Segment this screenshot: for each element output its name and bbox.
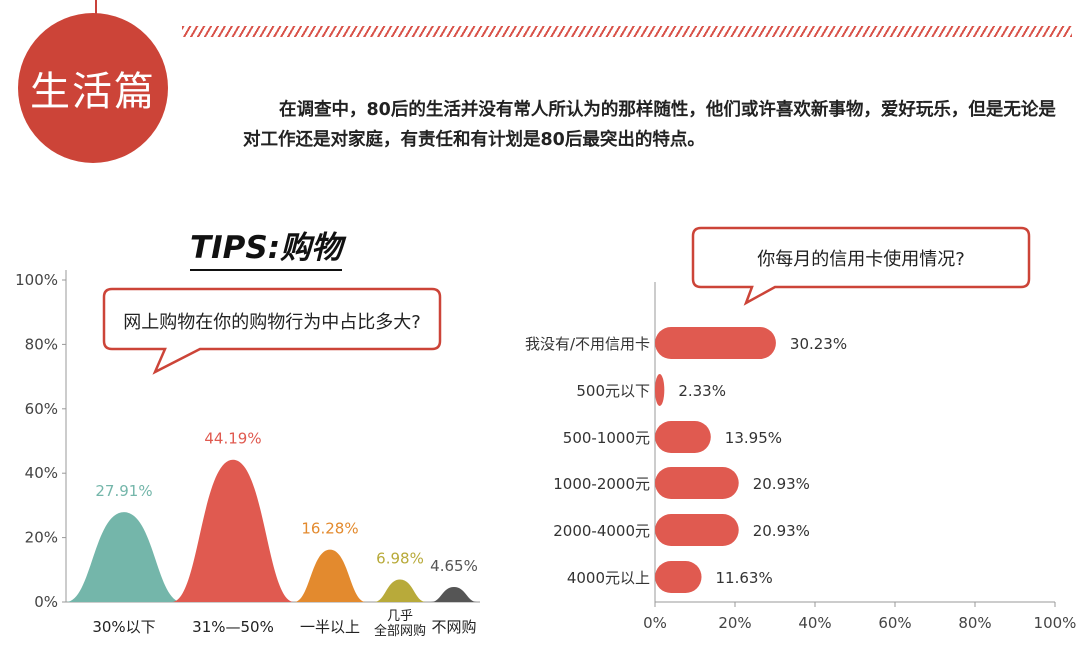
category-label: 我没有/不用信用卡 bbox=[525, 335, 650, 353]
y-tick-label: 20% bbox=[25, 529, 58, 547]
x-tick-label: 60% bbox=[878, 614, 911, 632]
speech-bubble-outline bbox=[691, 226, 1031, 306]
section-badge: 生活篇 bbox=[18, 13, 168, 163]
tips-title: TIPS:购物 bbox=[190, 222, 343, 271]
category-label: 31%—50% bbox=[192, 618, 274, 636]
category-label: 几乎 bbox=[387, 609, 413, 624]
x-axis: 0% 20% 40% 60% 80% 100% bbox=[643, 282, 1076, 632]
bars: 我没有/不用信用卡 30.23% 500元以下 2.33% 500-1000元 13.95… bbox=[525, 327, 847, 593]
bar bbox=[655, 374, 665, 406]
chart-question: 网上购物在你的购物行为中占比多大? bbox=[123, 312, 421, 333]
x-tick-label: 80% bbox=[958, 614, 991, 632]
bar bbox=[655, 467, 739, 499]
question-bubble: 你每月的信用卡使用情况? bbox=[691, 226, 1031, 306]
y-tick-label: 40% bbox=[25, 464, 58, 482]
data-label: 4.65% bbox=[430, 557, 478, 575]
category-label: 2000-4000元 bbox=[553, 522, 650, 540]
bar bbox=[172, 459, 294, 602]
category-label: 30%以下 bbox=[92, 618, 155, 636]
section-badge-label: 生活篇 bbox=[30, 69, 156, 115]
bar bbox=[374, 579, 426, 602]
question-bubble: 网上购物在你的购物行为中占比多大? bbox=[102, 287, 442, 375]
x-tick-label: 40% bbox=[798, 614, 831, 632]
bar bbox=[655, 514, 739, 546]
bar bbox=[655, 327, 776, 359]
data-label: 20.93% bbox=[753, 475, 810, 493]
online-shopping-chart: 0% 20% 40% 60% 80% 100% 网上购物在你的购物行为中占比多大? 27.… bbox=[15, 270, 480, 639]
category-label: 500-1000元 bbox=[563, 429, 650, 447]
x-tick-label: 100% bbox=[1034, 614, 1076, 632]
data-label: 30.23% bbox=[790, 335, 847, 353]
category-label: 500元以下 bbox=[576, 382, 650, 400]
data-label: 6.98% bbox=[376, 550, 424, 568]
chart-question: 你每月的信用卡使用情况? bbox=[757, 249, 965, 270]
bars: 27.91% 30%以下 44.19% 31%—50% 16.28% 一半以上 6.98% 几… bbox=[66, 430, 478, 639]
data-label: 44.19% bbox=[204, 430, 261, 448]
y-axis: 0% 20% 40% 60% 80% 100% bbox=[15, 270, 480, 611]
category-label: 4000元以上 bbox=[567, 569, 650, 587]
header-hatch-divider bbox=[182, 26, 1072, 37]
bar bbox=[431, 587, 477, 602]
bar bbox=[655, 421, 711, 453]
category-label: 一半以上 bbox=[300, 618, 360, 636]
category-label: 全部网购 bbox=[374, 623, 426, 639]
category-label: 1000-2000元 bbox=[553, 475, 650, 493]
y-tick-label: 60% bbox=[25, 400, 58, 418]
bar bbox=[655, 561, 702, 593]
data-label: 20.93% bbox=[753, 522, 810, 540]
bar bbox=[294, 549, 366, 602]
credit-card-chart: 0% 20% 40% 60% 80% 100% 你每月的信用卡使用情况? 我没有/不用信用… bbox=[525, 226, 1076, 632]
x-tick-label: 0% bbox=[643, 614, 667, 632]
bar bbox=[66, 512, 182, 602]
data-label: 27.91% bbox=[95, 482, 152, 500]
y-tick-label: 0% bbox=[34, 593, 58, 611]
speech-bubble-outline bbox=[102, 287, 442, 375]
data-label: 16.28% bbox=[301, 520, 358, 538]
header-accent-line bbox=[95, 0, 97, 18]
data-label: 13.95% bbox=[725, 429, 782, 447]
intro-paragraph: 在调查中，80后的生活并没有常人所认为的那样随性，他们或许喜欢新事物，爱好玩乐，… bbox=[243, 100, 1056, 150]
data-label: 11.63% bbox=[716, 569, 773, 587]
category-label: 不网购 bbox=[431, 618, 476, 636]
data-label: 2.33% bbox=[678, 382, 726, 400]
y-tick-label: 80% bbox=[25, 335, 58, 353]
y-tick-label: 100% bbox=[15, 271, 58, 289]
x-tick-label: 20% bbox=[718, 614, 751, 632]
